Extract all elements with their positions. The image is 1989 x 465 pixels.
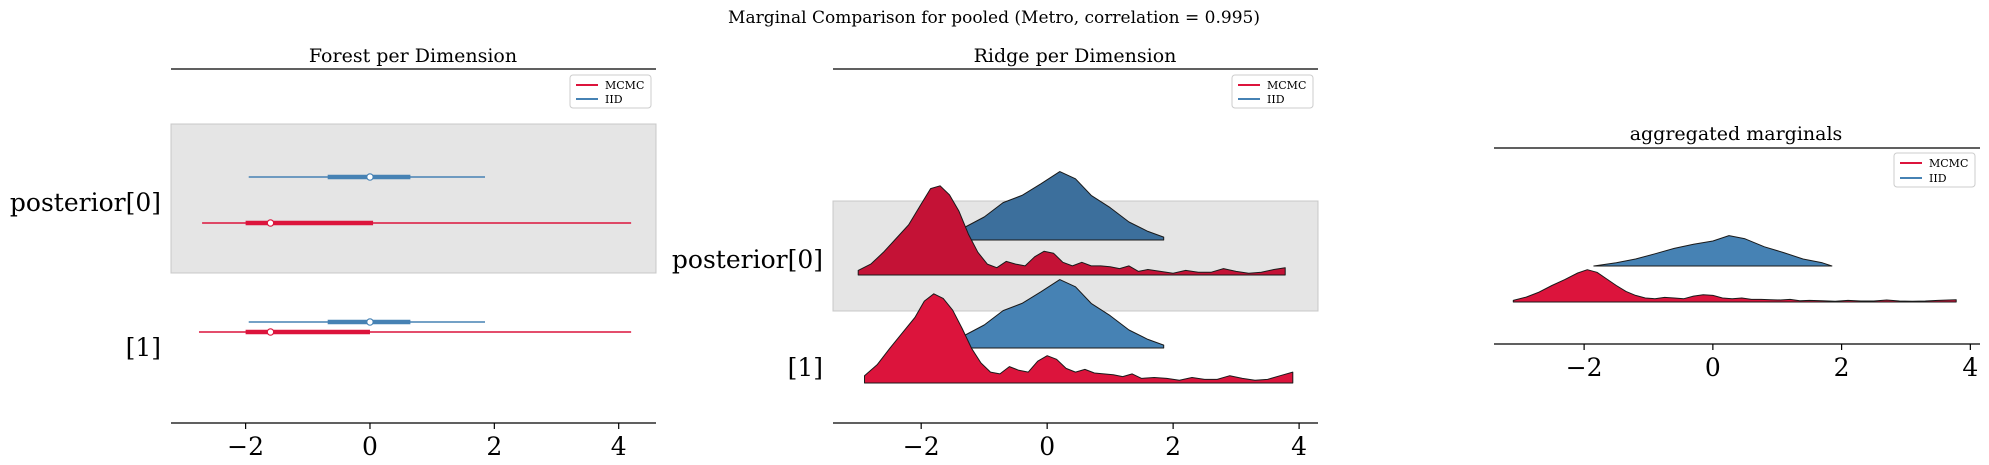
- ridge-row-0-mcmc-density: [857, 185, 1286, 276]
- forest-legend-mcmc-label: MCMC: [605, 79, 644, 92]
- forest-xtick-label-2: 2: [486, 432, 502, 461]
- forest-title: Forest per Dimension: [309, 45, 517, 67]
- ridge-xtick-label-3: 4: [1291, 432, 1307, 461]
- aggregated-iid-density: [1593, 235, 1833, 267]
- aggregated-panel: aggregated marginals −2 0 2 4 MCMC IID: [1494, 123, 1980, 382]
- forest-row-1-mcmc-median: [266, 328, 275, 336]
- aggregated-legend: MCMC IID: [1893, 152, 1976, 188]
- ridge-ylabel-1: [1]: [788, 353, 823, 382]
- aggregated-legend-mcmc-label: MCMC: [1929, 157, 1968, 170]
- forest-xtick-label-1: 0: [362, 432, 378, 461]
- ridge-xtick-label-1: 0: [1039, 432, 1055, 461]
- aggregated-xtick-label-0: −2: [1566, 353, 1603, 382]
- forest-xtick-label-3: 4: [611, 432, 627, 461]
- ridge-panel: Ridge per Dimension −2 0 2 4 posterior[0] […: [672, 45, 1319, 461]
- forest-ylabel-1: [1]: [126, 333, 161, 362]
- ridge-row-1-iid-density: [923, 279, 1165, 349]
- figure-suptitle: Marginal Comparison for pooled (Metro, c…: [728, 8, 1260, 28]
- forest-row-0-iid-median: [366, 173, 374, 181]
- forest-row-0-shade: [170, 123, 657, 274]
- forest-legend-iid-label: IID: [605, 93, 623, 106]
- aggregated-xtick-label-2: 2: [1834, 353, 1850, 382]
- ridge-row-1-mcmc-density: [864, 293, 1294, 384]
- ridge-xtick-label-2: 2: [1165, 432, 1181, 461]
- aggregated-title: aggregated marginals: [1630, 123, 1843, 145]
- aggregated-mcmc-density: [1512, 269, 1957, 303]
- aggregated-xtick-label-1: 0: [1705, 353, 1721, 382]
- ridge-xtick-label-0: −2: [903, 432, 940, 461]
- ridge-legend-mcmc-label: MCMC: [1267, 79, 1306, 92]
- forest-xtick-label-0: −2: [227, 432, 264, 461]
- forest-row-1-iid-median: [366, 318, 374, 326]
- forest-row-0-mcmc-median: [266, 219, 275, 227]
- aggregated-xtick-label-3: 4: [1962, 353, 1978, 382]
- ridge-legend-iid-label: IID: [1267, 93, 1285, 106]
- ridge-legend: MCMC IID: [1231, 74, 1314, 109]
- aggregated-legend-iid-label: IID: [1929, 172, 1947, 185]
- forest-legend: MCMC IID: [569, 74, 652, 109]
- ridge-title: Ridge per Dimension: [974, 45, 1177, 67]
- forest-panel: Forest per Dimension −2 0 2 4 posterior[0] …: [10, 45, 657, 461]
- ridge-row-0-iid-density: [923, 171, 1165, 241]
- ridge-ylabel-0: posterior[0]: [672, 245, 823, 274]
- forest-ylabel-0: posterior[0]: [10, 188, 161, 217]
